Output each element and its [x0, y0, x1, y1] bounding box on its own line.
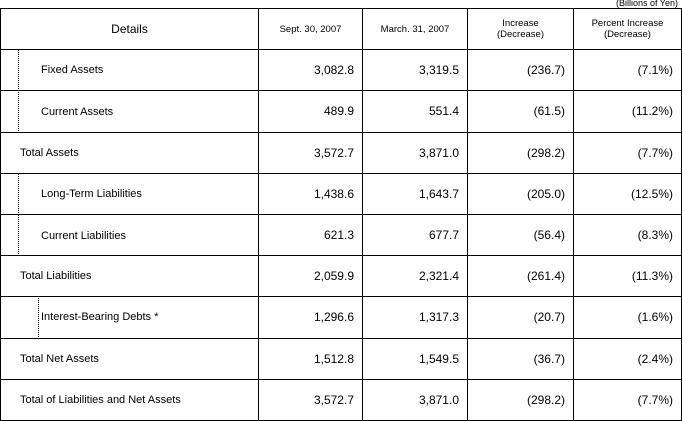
row-label: Interest-Bearing Debts * — [38, 296, 258, 339]
row-label: Current Assets — [18, 90, 258, 133]
header-cell: Increase (Decrease) — [467, 8, 574, 51]
header-cell: Sept. 30, 2007 — [258, 8, 363, 51]
value-cell: (7.1%) — [573, 49, 682, 92]
value-cell: (36.7) — [467, 337, 574, 380]
value-cell: 677.7 — [362, 214, 468, 257]
value-cell: 3,871.0 — [362, 378, 468, 421]
value-cell: 621.3 — [258, 214, 363, 257]
value-cell: 3,871.0 — [362, 131, 468, 174]
value-cell: 2,321.4 — [362, 255, 468, 298]
value-cell: (12.5%) — [573, 172, 682, 215]
row-label: Long-Term Liabilities — [18, 172, 258, 215]
value-cell: 3,572.7 — [258, 378, 363, 421]
value-cell: (56.4) — [467, 214, 574, 257]
row-label: Total Net Assets — [20, 352, 99, 365]
value-cell: (7.7%) — [573, 131, 682, 174]
value-cell: 1,549.5 — [362, 337, 468, 380]
value-cell: (11.3%) — [573, 255, 682, 298]
row-label: Total Assets — [20, 146, 79, 159]
value-cell: (236.7) — [467, 49, 574, 92]
value-cell: (2.4%) — [573, 337, 682, 380]
value-cell: 2,059.9 — [258, 255, 363, 298]
row-label: Total Liabilities — [20, 270, 92, 283]
header-cell: March. 31, 2007 — [362, 8, 468, 51]
value-cell: (20.7) — [467, 296, 574, 339]
value-cell: (298.2) — [467, 378, 574, 421]
row-label: Fixed Assets — [18, 49, 258, 92]
value-cell: 1,296.6 — [258, 296, 363, 339]
value-cell: (261.4) — [467, 255, 574, 298]
value-cell: 3,319.5 — [362, 49, 468, 92]
value-cell: 489.9 — [258, 90, 363, 133]
row-label: Current Liabilities — [18, 214, 258, 257]
value-cell: 3,572.7 — [258, 131, 363, 174]
header-cell: Percent Increase (Decrease) — [573, 8, 682, 51]
value-cell: (11.2%) — [573, 90, 682, 133]
value-cell: (7.7%) — [573, 378, 682, 421]
value-cell: (298.2) — [467, 131, 574, 174]
value-cell: 1,438.6 — [258, 172, 363, 215]
value-cell: (61.5) — [467, 90, 574, 133]
row-label: Total of Liabilities and Net Assets — [20, 393, 181, 406]
value-cell: 1,317.3 — [362, 296, 468, 339]
value-cell: (205.0) — [467, 172, 574, 215]
header-cell: Details — [0, 8, 259, 51]
value-cell: 551.4 — [362, 90, 468, 133]
value-cell: (1.6%) — [573, 296, 682, 339]
value-cell: (8.3%) — [573, 214, 682, 257]
value-cell: 3,082.8 — [258, 49, 363, 92]
value-cell: 1,512.8 — [258, 337, 363, 380]
value-cell: 1,643.7 — [362, 172, 468, 215]
unit-note: (Billions of Yen) — [615, 0, 678, 8]
